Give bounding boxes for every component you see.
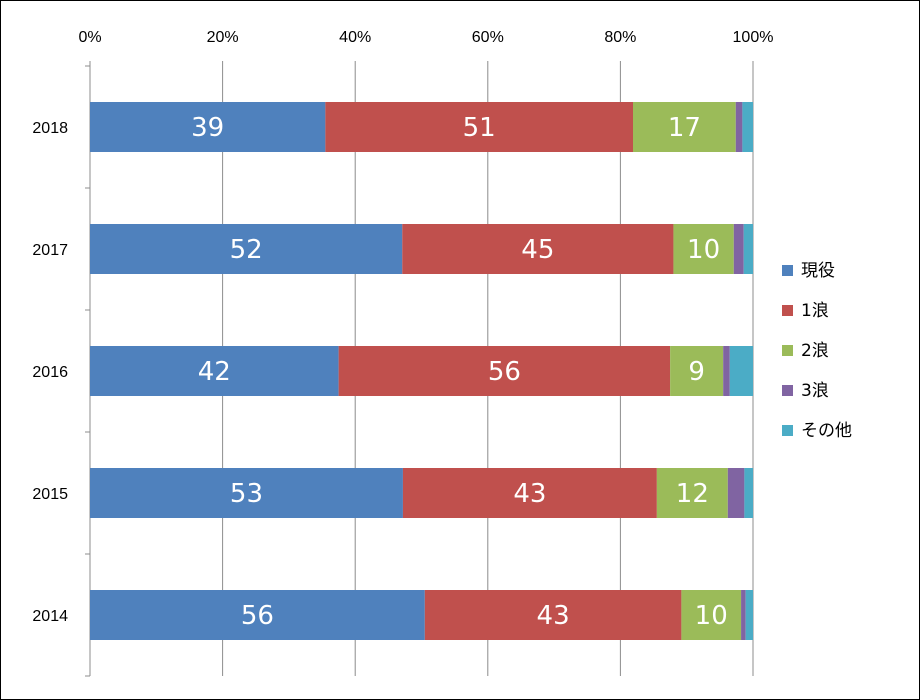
- bar-segment: [744, 468, 753, 518]
- bar-segment: [338, 346, 671, 396]
- legend-swatch: [782, 385, 793, 396]
- legend-label: その他: [801, 421, 852, 441]
- bar-segment: [90, 224, 403, 274]
- legend-label: 3浪: [801, 381, 829, 401]
- category-label: 2016: [32, 364, 68, 381]
- bar-segment: [733, 224, 744, 274]
- bar-segment: [729, 346, 753, 396]
- legend-label: 1浪: [801, 301, 829, 321]
- data-label: 45: [521, 235, 554, 265]
- data-label: 51: [463, 113, 496, 143]
- bar-segment: [745, 590, 753, 640]
- legend-label: 2浪: [801, 341, 829, 361]
- bar-segment: [735, 102, 743, 152]
- bar-segment: [670, 346, 724, 396]
- legend-swatch: [782, 265, 793, 276]
- category-label: 2014: [32, 608, 68, 625]
- data-label: 56: [488, 357, 521, 387]
- data-label: 53: [230, 479, 263, 509]
- data-label: 52: [230, 235, 263, 265]
- data-label: 43: [513, 479, 546, 509]
- bar-segment: [90, 346, 339, 396]
- category-label: 2017: [32, 242, 68, 259]
- legend-label: 現役: [801, 261, 835, 281]
- data-label: 12: [676, 479, 709, 509]
- x-tick-label: 40%: [339, 29, 371, 46]
- bar-segment: [90, 102, 326, 152]
- data-label: 42: [198, 357, 231, 387]
- bar-segment: [632, 102, 736, 152]
- bar-segment: [743, 224, 753, 274]
- data-label: 10: [695, 601, 728, 631]
- x-tick-label: 0%: [78, 29, 101, 46]
- data-label: 17: [668, 113, 701, 143]
- bar-segment: [673, 224, 734, 274]
- data-label: 39: [191, 113, 224, 143]
- category-label: 2015: [32, 486, 68, 503]
- bar-segment: [90, 468, 403, 518]
- legend-swatch: [782, 345, 793, 356]
- data-label: 10: [687, 235, 720, 265]
- x-tick-label: 80%: [604, 29, 636, 46]
- bar-segment: [681, 590, 742, 640]
- bar-segment: [742, 102, 753, 152]
- category-label: 2018: [32, 120, 68, 137]
- legend-swatch: [782, 305, 793, 316]
- bar-segment: [656, 468, 728, 518]
- data-label: 9: [688, 357, 705, 387]
- x-tick-label: 20%: [207, 29, 239, 46]
- bar-segment: [424, 590, 682, 640]
- bar-segment: [402, 468, 657, 518]
- bar-segment: [325, 102, 633, 152]
- data-label: 43: [537, 601, 570, 631]
- x-tick-label: 100%: [733, 29, 774, 46]
- bar-segment: [402, 224, 674, 274]
- x-tick-label: 60%: [472, 29, 504, 46]
- bar-segment: [741, 590, 746, 640]
- bar-segment: [90, 590, 425, 640]
- bar-segment: [723, 346, 730, 396]
- data-label: 56: [241, 601, 274, 631]
- bar-segment: [727, 468, 745, 518]
- legend-swatch: [782, 425, 793, 436]
